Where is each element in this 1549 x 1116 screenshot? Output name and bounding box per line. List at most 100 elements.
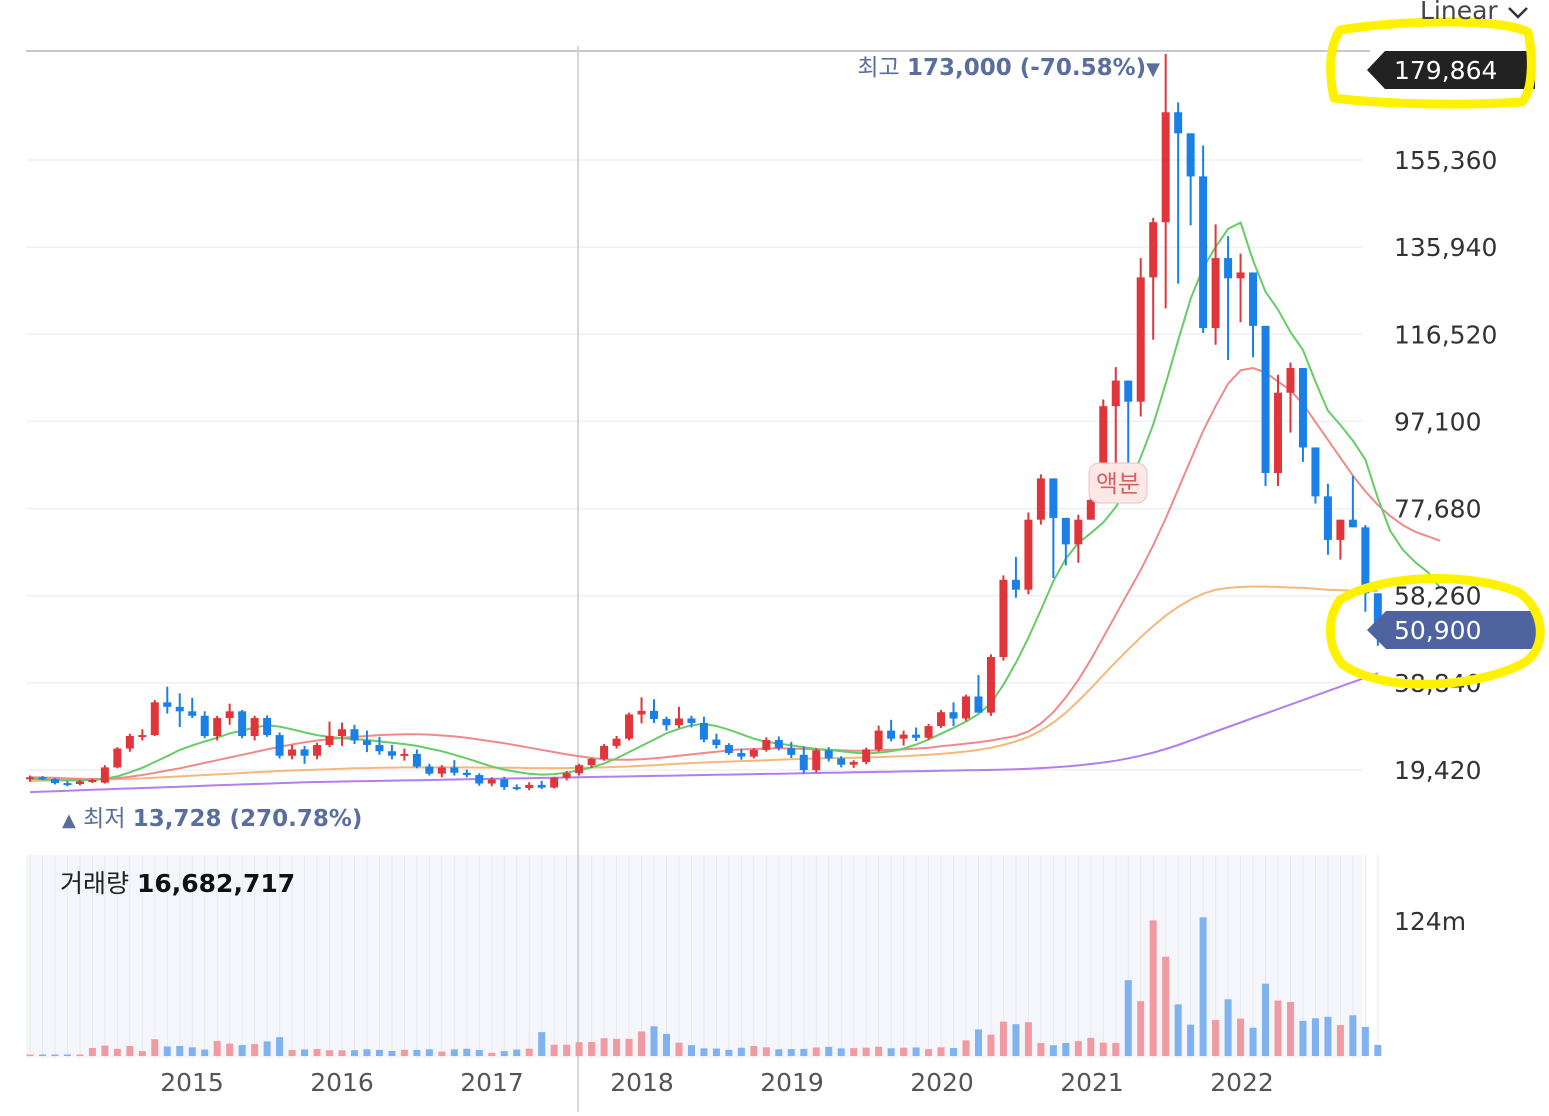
volume-bar: [488, 1052, 496, 1056]
candle-body: [88, 779, 97, 782]
ma120-line: [29, 672, 1379, 794]
volume-pane-stripes: [29, 855, 1379, 1058]
candle: [1298, 368, 1307, 462]
volume-bar: [163, 1046, 171, 1056]
candle: [650, 699, 658, 723]
candle: [962, 694, 970, 721]
volume-bar: [937, 1047, 945, 1056]
candle: [1211, 224, 1220, 345]
candle-body: [400, 753, 409, 756]
volume-bar: [363, 1049, 371, 1056]
candle: [1174, 102, 1183, 284]
volume-bar: [425, 1049, 433, 1056]
x-tick-label: 2020: [910, 1068, 974, 1097]
candle-body: [1274, 392, 1282, 474]
candle: [163, 686, 172, 714]
volume-bar: [126, 1046, 134, 1056]
candle-body: [887, 730, 896, 739]
candle: [1136, 258, 1145, 417]
candle: [125, 733, 134, 752]
volume-bar: [750, 1045, 758, 1056]
candle-body: [150, 702, 159, 736]
highlight-top-price: [1326, 17, 1536, 109]
candle-body: [1323, 496, 1332, 540]
candle: [150, 700, 159, 736]
candle-body: [1236, 272, 1245, 279]
volume-bar: [1237, 1018, 1245, 1056]
candle-body: [325, 735, 334, 745]
candle: [350, 724, 359, 745]
volume-bar: [375, 1049, 383, 1056]
volume-bar: [1162, 956, 1170, 1056]
candle: [937, 709, 946, 728]
candle: [288, 744, 297, 760]
candle: [737, 748, 746, 760]
candle: [1061, 517, 1070, 566]
split-event-badge[interactable]: 액분: [1088, 462, 1148, 504]
candle-body: [250, 718, 259, 736]
x-tick-label: 2019: [760, 1068, 824, 1097]
volume-bar: [1099, 1042, 1107, 1056]
candle: [1236, 253, 1245, 323]
price-gridlines: [26, 159, 1362, 771]
candle: [113, 747, 122, 769]
candle-body: [175, 706, 184, 712]
candle-body: [1211, 258, 1220, 329]
candle-body: [550, 777, 559, 788]
candle-body: [1249, 272, 1258, 326]
candle: [263, 715, 272, 737]
candle: [88, 778, 97, 784]
candle: [375, 736, 384, 755]
volume-bar: [113, 1048, 121, 1056]
candle-body: [1136, 277, 1145, 402]
candle: [625, 712, 634, 741]
candle: [250, 715, 259, 741]
candle-body: [26, 777, 34, 780]
scale-selector[interactable]: Linear: [1420, 0, 1528, 25]
candle-body: [562, 773, 571, 778]
volume-bar: [1049, 1045, 1057, 1056]
volume-legend: 거래량 16,682,717: [60, 869, 295, 898]
candle: [450, 760, 459, 776]
candle-body: [1311, 447, 1320, 497]
volume-bar: [1374, 1044, 1382, 1056]
current-price-tag-value: 50,900: [1394, 616, 1481, 645]
volume-bar: [388, 1051, 396, 1056]
volume-bar: [1299, 1020, 1307, 1056]
candle: [63, 781, 72, 787]
candle-body: [113, 748, 122, 768]
candle-body: [1049, 478, 1058, 518]
volume-bar: [1074, 1041, 1082, 1056]
volume-bar: [962, 1040, 970, 1056]
high-marker-value: 173,000 (-70.58%): [907, 55, 1146, 81]
candle: [899, 730, 908, 746]
candle-body: [799, 754, 808, 771]
candle-body: [1011, 579, 1020, 590]
y-tick-label: 97,100: [1394, 407, 1481, 436]
candle-body: [1111, 380, 1120, 407]
volume-bar: [1037, 1043, 1045, 1056]
low-marker-prefix: 최저: [83, 806, 125, 832]
volume-bar: [1012, 1024, 1020, 1056]
candle: [26, 775, 34, 782]
candle: [1111, 367, 1120, 468]
candle: [849, 760, 858, 768]
volume-bar: [550, 1044, 558, 1056]
candle: [300, 745, 309, 764]
candle-body: [1061, 517, 1070, 545]
candle-body: [749, 749, 758, 757]
volume-bar: [1361, 1026, 1369, 1056]
candle-body: [275, 735, 284, 756]
volume-bar: [737, 1047, 745, 1056]
y-tick-label: 116,520: [1394, 320, 1497, 349]
candle: [1024, 512, 1033, 595]
y-tick-label: 135,940: [1394, 233, 1497, 262]
volume-bar: [1336, 1025, 1344, 1056]
candle: [1336, 519, 1345, 560]
candle: [325, 721, 334, 748]
volume-legend-value: 16,682,717: [137, 869, 295, 898]
candle: [475, 773, 484, 786]
top-price-tag: 179,864: [1367, 51, 1535, 89]
volume-bar: [1274, 1000, 1282, 1056]
volume-bar: [887, 1048, 895, 1056]
